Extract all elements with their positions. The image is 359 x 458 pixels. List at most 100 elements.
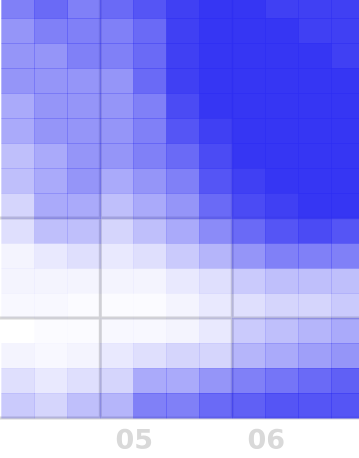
cell <box>232 168 266 194</box>
cell <box>331 218 359 244</box>
cell <box>1 243 35 269</box>
cell <box>1 43 35 69</box>
cell <box>331 343 359 369</box>
cell <box>199 93 233 119</box>
cell <box>34 193 68 219</box>
cell <box>166 168 200 194</box>
cell <box>265 318 299 344</box>
cell <box>166 93 200 119</box>
cell <box>34 268 68 294</box>
cell <box>298 18 332 44</box>
cell <box>67 168 101 194</box>
cell <box>265 43 299 69</box>
cell <box>67 118 101 144</box>
cell <box>133 368 167 394</box>
cell <box>1 318 34 344</box>
cell <box>133 243 167 269</box>
cell <box>100 193 134 219</box>
cell <box>265 0 299 19</box>
cell <box>298 343 332 369</box>
cell <box>331 168 359 194</box>
cell <box>133 268 167 294</box>
cell <box>1 368 35 394</box>
cell <box>265 168 299 194</box>
cell <box>100 168 134 194</box>
cell <box>265 218 299 244</box>
cell <box>34 118 68 144</box>
cell <box>232 118 266 144</box>
cell <box>199 243 233 269</box>
cell <box>331 93 359 119</box>
cell <box>67 143 101 169</box>
cell <box>232 68 266 94</box>
cell <box>166 118 200 144</box>
cell <box>100 143 134 169</box>
cell <box>166 218 200 244</box>
cell <box>265 93 299 119</box>
cell <box>100 18 134 44</box>
cell <box>199 143 233 169</box>
cell <box>100 368 134 394</box>
cell <box>133 393 167 419</box>
cell <box>331 293 359 319</box>
cell <box>265 368 299 394</box>
cell <box>1 343 35 369</box>
cell <box>166 243 200 269</box>
cell <box>265 393 299 419</box>
cell <box>331 393 359 419</box>
x-tick-label: 06 <box>248 425 286 456</box>
cell <box>34 18 68 44</box>
cell <box>298 168 332 194</box>
cell <box>232 18 266 44</box>
cell <box>34 43 68 69</box>
cell <box>166 18 200 44</box>
cell <box>166 393 200 419</box>
cell <box>1 93 35 119</box>
cell <box>67 343 101 369</box>
cell <box>67 43 101 69</box>
cell <box>331 143 359 169</box>
cell <box>199 0 233 19</box>
cell <box>331 68 359 94</box>
cell <box>232 393 266 419</box>
cell <box>166 193 200 219</box>
cell <box>133 218 167 244</box>
cell <box>232 368 266 394</box>
cell <box>133 168 167 194</box>
cell <box>67 393 101 419</box>
cell <box>199 18 233 44</box>
cell <box>166 318 200 344</box>
cell <box>1 143 35 169</box>
cell <box>166 268 200 294</box>
cell <box>232 293 266 319</box>
cell <box>100 243 134 269</box>
cell <box>166 143 200 169</box>
cell <box>199 368 233 394</box>
cell <box>232 343 266 369</box>
cell <box>133 318 166 344</box>
cell <box>298 368 332 394</box>
cell <box>232 218 266 244</box>
cell <box>34 0 68 19</box>
cell <box>199 318 233 344</box>
cell <box>1 293 34 319</box>
cell <box>67 243 101 269</box>
cell <box>133 193 167 219</box>
cell <box>232 268 266 294</box>
cell <box>100 43 134 69</box>
x-tick-label: 05 <box>116 425 154 456</box>
cell <box>166 368 200 394</box>
cell <box>232 318 266 344</box>
cell <box>166 343 200 369</box>
cell <box>67 93 101 119</box>
cell <box>265 243 299 269</box>
cell <box>298 68 332 94</box>
cell <box>100 318 133 344</box>
cell <box>67 193 101 219</box>
cell <box>199 343 233 369</box>
cell <box>331 268 359 294</box>
cell <box>199 193 233 219</box>
cell <box>232 243 266 269</box>
cell <box>298 218 332 244</box>
cell <box>199 293 233 319</box>
